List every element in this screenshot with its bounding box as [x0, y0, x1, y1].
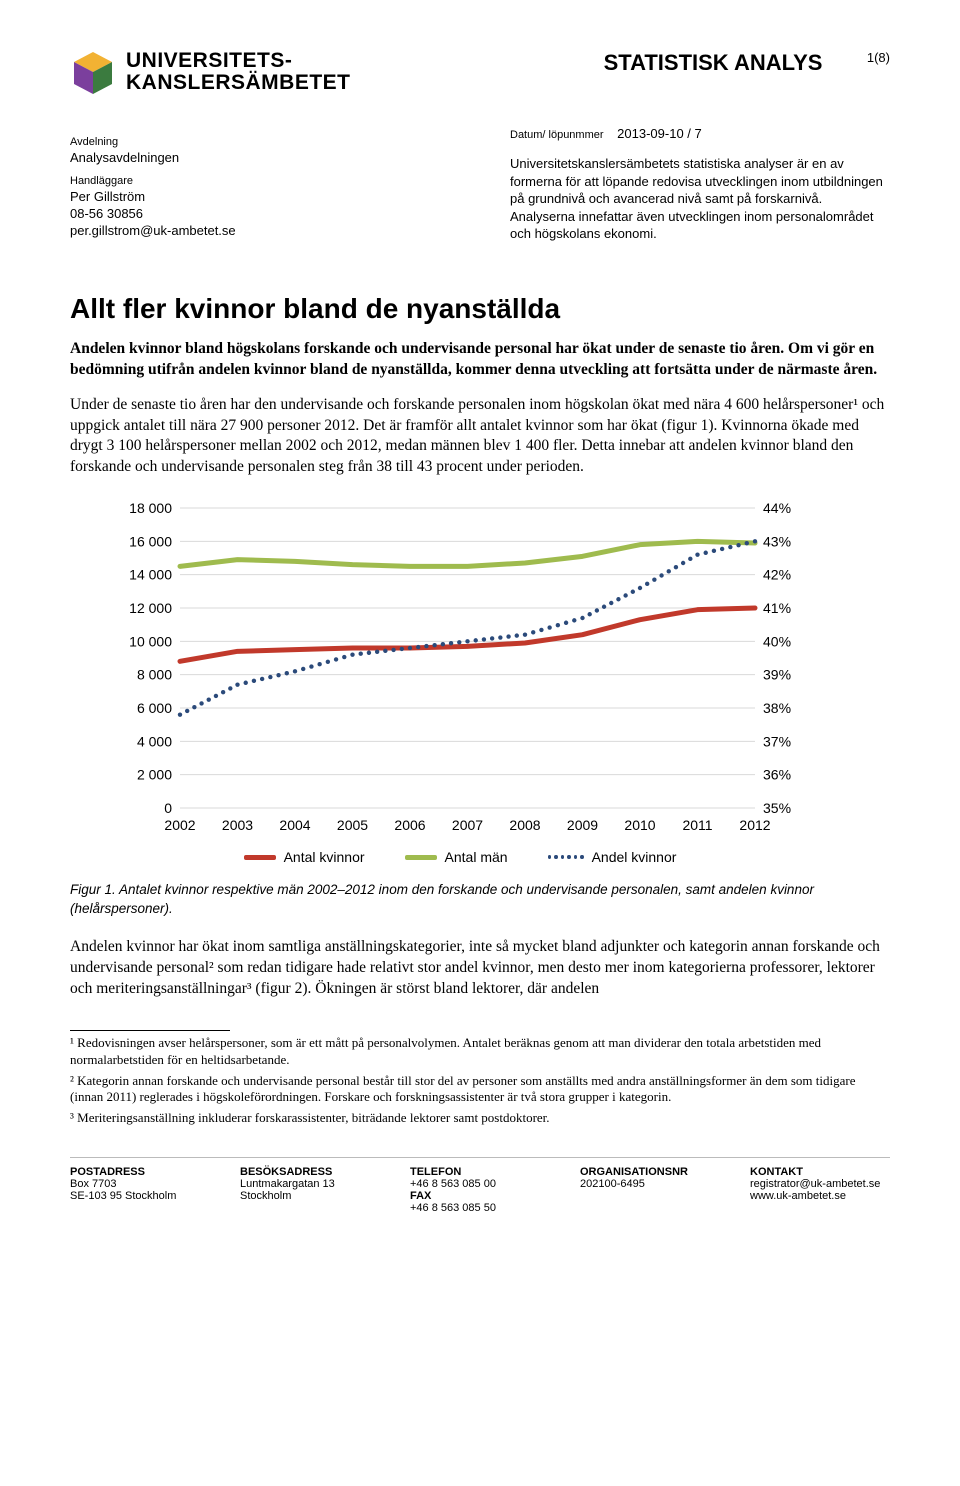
figure-1-caption: Figur 1. Antalet kvinnor respektive män … [70, 881, 890, 919]
handlaggare-phone: 08-56 30856 [70, 206, 450, 221]
legend-women-share: Andel kvinnor [548, 849, 677, 865]
article-heading: Allt fler kvinnor bland de nyanställda [70, 293, 890, 325]
datum-value: 2013-09-10 / 7 [617, 126, 702, 141]
document-page: UNIVERSITETS- KANSLERSÄMBETET STATISTISK… [0, 0, 960, 1274]
besok-l1: Luntmakargatan 13 [240, 1178, 380, 1190]
legend-women-count: Antal kvinnor [244, 849, 365, 865]
svg-text:8 000: 8 000 [137, 667, 172, 683]
doc-title: STATISTISK ANALYS [604, 50, 823, 75]
svg-text:42%: 42% [763, 567, 791, 583]
footer-separator [70, 1157, 890, 1158]
org-name: UNIVERSITETS- KANSLERSÄMBETET [126, 50, 351, 94]
svg-text:10 000: 10 000 [129, 634, 172, 650]
svg-text:40%: 40% [763, 634, 791, 650]
kontakt-l1: registrator@uk-ambetet.se [750, 1178, 890, 1190]
handlaggare-name: Per Gillström [70, 189, 450, 204]
legend-label-men-count: Antal män [445, 849, 508, 865]
page-number: 1(8) [867, 50, 890, 65]
postadress-l1: Box 7703 [70, 1178, 210, 1190]
article-lead: Andelen kvinnor bland högskolans forskan… [70, 339, 890, 381]
kontakt-l2: www.uk-ambetet.se [750, 1190, 890, 1202]
footnote-2: ² Kategorin annan forskande och undervis… [70, 1073, 890, 1107]
legend-swatch-dots [548, 855, 584, 859]
tel-head: TELEFON [410, 1166, 550, 1178]
svg-text:43%: 43% [763, 534, 791, 550]
page-header: UNIVERSITETS- KANSLERSÄMBETET STATISTISK… [70, 50, 890, 96]
svg-text:2005: 2005 [337, 817, 368, 833]
meta-columns: Avdelning Analysavdelningen Handläggare … [70, 126, 890, 243]
org-logo-block: UNIVERSITETS- KANSLERSÄMBETET [70, 50, 351, 96]
footer-postadress: POSTADRESS Box 7703 SE-103 95 Stockholm [70, 1166, 210, 1214]
intro-text: Universitetskanslersämbetets statistiska… [510, 155, 890, 243]
svg-text:38%: 38% [763, 700, 791, 716]
avdelning-label: Avdelning [70, 136, 450, 148]
svg-text:2012: 2012 [739, 817, 770, 833]
cube-icon [70, 50, 116, 96]
article-p1: Under de senaste tio åren har den underv… [70, 395, 890, 479]
svg-text:36%: 36% [763, 767, 791, 783]
svg-text:35%: 35% [763, 800, 791, 816]
org-name-line1: UNIVERSITETS- [126, 50, 351, 72]
svg-text:37%: 37% [763, 734, 791, 750]
svg-text:2006: 2006 [394, 817, 425, 833]
svg-text:18 000: 18 000 [129, 500, 172, 516]
footer-kontakt: KONTAKT registrator@uk-ambetet.se www.uk… [750, 1166, 890, 1214]
avdelning-value: Analysavdelningen [70, 150, 450, 165]
svg-text:2011: 2011 [682, 817, 712, 833]
footnote-1: ¹ Redovisningen avser helårspersoner, so… [70, 1035, 890, 1069]
svg-text:2008: 2008 [509, 817, 540, 833]
svg-text:4 000: 4 000 [137, 734, 172, 750]
postadress-head: POSTADRESS [70, 1166, 210, 1178]
footer-telefon: TELEFON +46 8 563 085 00 FAX +46 8 563 0… [410, 1166, 550, 1214]
svg-text:2 000: 2 000 [137, 767, 172, 783]
tel-l1: +46 8 563 085 00 [410, 1178, 550, 1190]
svg-text:41%: 41% [763, 600, 791, 616]
besok-head: BESÖKSADRESS [240, 1166, 380, 1178]
besok-l2: Stockholm [240, 1190, 380, 1202]
org-l1: 202100-6495 [580, 1178, 720, 1190]
svg-text:44%: 44% [763, 500, 791, 516]
legend-swatch-red [244, 855, 276, 860]
svg-text:39%: 39% [763, 667, 791, 683]
meta-left-col: Avdelning Analysavdelningen Handläggare … [70, 126, 450, 243]
chart-svg: 0 35% 2 000 36% 4 000 37% 6 000 38% 8 000 39% 10 0… [110, 498, 810, 838]
svg-text:2009: 2009 [567, 817, 598, 833]
svg-text:2002: 2002 [164, 817, 195, 833]
datum-label: Datum/ löpunmmer [510, 129, 604, 141]
footer-orgnr: ORGANISATIONSNR 202100-6495 [580, 1166, 720, 1214]
svg-text:2003: 2003 [222, 817, 253, 833]
svg-text:6 000: 6 000 [137, 700, 172, 716]
legend-swatch-green [405, 855, 437, 860]
org-name-line2: KANSLERSÄMBETET [126, 72, 351, 94]
figure-1-chart: 0 35% 2 000 36% 4 000 37% 6 000 38% 8 000 39% 10 0… [110, 498, 810, 865]
article-p2: Andelen kvinnor har ökat inom samtliga a… [70, 937, 890, 1000]
kontakt-head: KONTAKT [750, 1166, 890, 1178]
svg-text:12 000: 12 000 [129, 600, 172, 616]
handlaggare-email: per.gillstrom@uk-ambetet.se [70, 223, 450, 238]
handlaggare-label: Handläggare [70, 175, 450, 187]
legend-men-count: Antal män [405, 849, 508, 865]
postadress-l2: SE-103 95 Stockholm [70, 1190, 210, 1202]
svg-text:14 000: 14 000 [129, 567, 172, 583]
svg-text:2007: 2007 [452, 817, 483, 833]
org-head: ORGANISATIONSNR [580, 1166, 720, 1178]
legend-label-women-share: Andel kvinnor [592, 849, 677, 865]
svg-text:16 000: 16 000 [129, 534, 172, 550]
svg-text:2004: 2004 [279, 817, 310, 833]
meta-right-col: Datum/ löpunmmer 2013-09-10 / 7 Universi… [510, 126, 890, 243]
footer-besoksadress: BESÖKSADRESS Luntmakargatan 13 Stockholm [240, 1166, 380, 1214]
fax-l1: +46 8 563 085 50 [410, 1202, 550, 1214]
footnote-3: ³ Meriteringsanställning inkluderar fors… [70, 1110, 890, 1127]
svg-text:2010: 2010 [624, 817, 655, 833]
page-footer: POSTADRESS Box 7703 SE-103 95 Stockholm … [70, 1166, 890, 1244]
legend-label-women-count: Antal kvinnor [284, 849, 365, 865]
footnotes-separator [70, 1030, 230, 1031]
fax-head: FAX [410, 1190, 550, 1202]
doc-title-block: STATISTISK ANALYS 1(8) [604, 50, 890, 76]
chart-legend: Antal kvinnor Antal män Andel kvinnor [110, 849, 810, 865]
svg-text:0: 0 [164, 800, 172, 816]
